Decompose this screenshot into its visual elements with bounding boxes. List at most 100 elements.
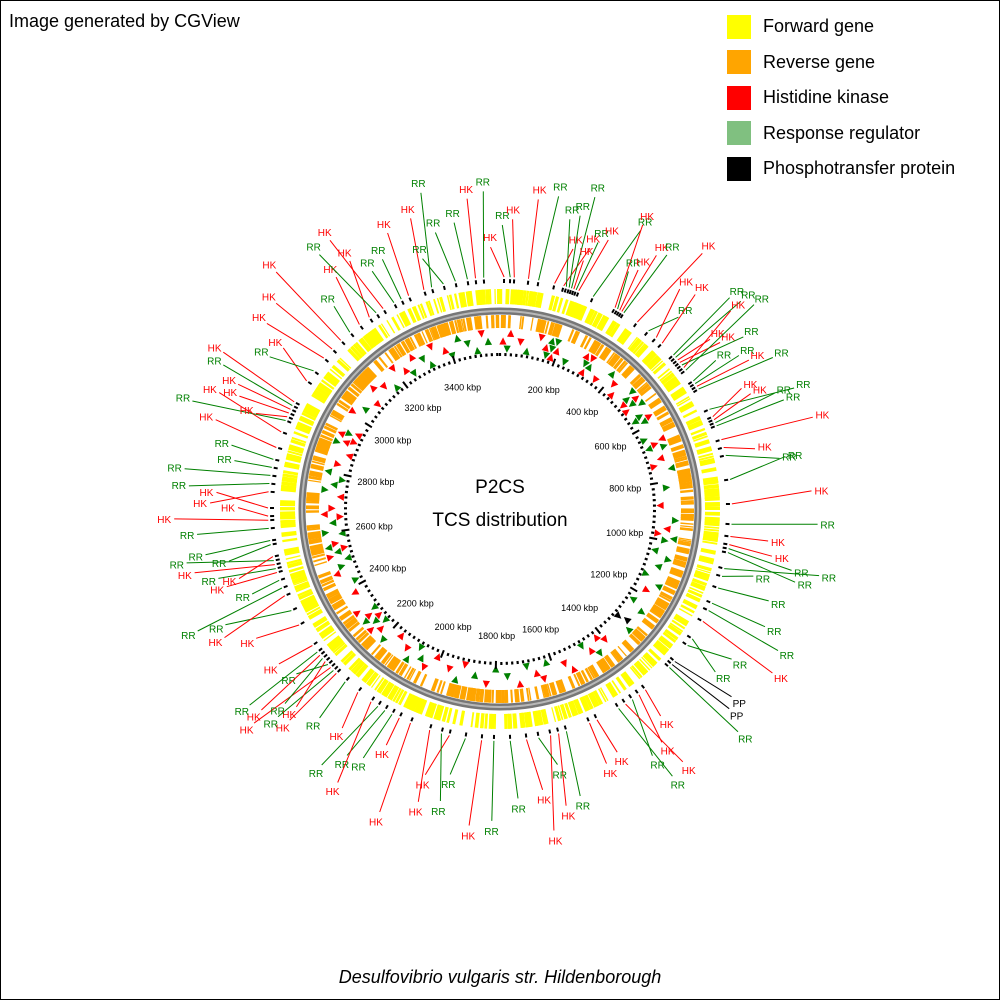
feature-tick bbox=[328, 659, 333, 664]
rr-callout-line bbox=[231, 444, 274, 460]
forward-gene-mark bbox=[342, 652, 357, 666]
rr-mark bbox=[654, 564, 663, 571]
scale-minor-tick bbox=[462, 657, 466, 661]
forward-gene-mark bbox=[666, 380, 680, 391]
forward-gene-mark bbox=[659, 635, 674, 648]
hk-label: HK bbox=[702, 242, 716, 253]
scale-minor-tick bbox=[367, 589, 371, 593]
legend-item-histidine-kinase: Histidine kinase bbox=[727, 80, 955, 116]
forward-gene-mark bbox=[610, 323, 621, 338]
rr-callout-line bbox=[225, 610, 292, 626]
hk-mark bbox=[373, 399, 382, 408]
forward-gene-mark bbox=[408, 308, 417, 323]
hk-callout-line bbox=[638, 694, 663, 743]
scale-minor-tick bbox=[347, 539, 351, 543]
scale-minor-tick bbox=[432, 367, 436, 372]
legend: Forward gene Reverse gene Histidine kina… bbox=[727, 9, 955, 187]
scale-minor-tick bbox=[388, 398, 392, 403]
forward-gene-mark bbox=[527, 290, 533, 307]
rr-label: RR bbox=[553, 183, 567, 194]
feature-tick bbox=[331, 662, 336, 667]
feature-tick bbox=[651, 338, 656, 343]
hk-callout-line bbox=[238, 556, 274, 580]
forward-gene-mark bbox=[698, 557, 714, 565]
hk-callout-line bbox=[731, 490, 812, 505]
forward-gene-mark bbox=[686, 417, 702, 426]
pp-label: PP bbox=[733, 699, 747, 710]
forward-gene-mark bbox=[453, 293, 460, 309]
feature-tick bbox=[324, 358, 330, 363]
pp-mark bbox=[623, 617, 632, 625]
scale-minor-tick bbox=[541, 358, 545, 363]
reverse-gene-mark bbox=[308, 475, 322, 481]
rr-mark bbox=[549, 344, 557, 353]
reverse-gene-mark bbox=[549, 322, 556, 336]
forward-gene-mark bbox=[382, 682, 393, 697]
feature-tick bbox=[710, 425, 716, 429]
center-title: P2CS bbox=[475, 477, 525, 498]
feature-tick bbox=[563, 288, 567, 293]
hk-label: HK bbox=[262, 261, 276, 272]
hk-mark bbox=[379, 381, 388, 390]
forward-gene-mark bbox=[284, 549, 300, 556]
forward-gene-mark bbox=[536, 292, 542, 308]
hk-label: HK bbox=[223, 577, 237, 588]
forward-gene-mark bbox=[571, 302, 580, 318]
forward-gene-mark bbox=[512, 713, 517, 729]
scale-minor-tick bbox=[364, 584, 369, 588]
reverse-gene-mark bbox=[424, 329, 431, 343]
gene-ring bbox=[279, 288, 721, 729]
forward-gene-mark bbox=[351, 345, 363, 358]
hk-mark bbox=[331, 540, 340, 548]
reverse-gene-mark bbox=[459, 685, 465, 700]
forward-gene-mark bbox=[671, 619, 686, 630]
reverse-gene-mark bbox=[674, 555, 688, 562]
hk-label: HK bbox=[377, 220, 391, 231]
reverse-gene-mark bbox=[335, 605, 349, 615]
rr-mark bbox=[522, 662, 530, 671]
scale-minor-tick bbox=[426, 643, 430, 648]
scale-minor-tick bbox=[581, 637, 586, 641]
scale-label: 3400 kbp bbox=[444, 383, 481, 393]
hk-callout-line bbox=[410, 218, 425, 290]
rr-callout-line bbox=[319, 681, 346, 719]
reverse-gene-mark bbox=[669, 571, 683, 578]
rr-label: RR bbox=[431, 807, 445, 818]
hk-label: HK bbox=[200, 488, 214, 499]
rr-label: RR bbox=[777, 385, 791, 396]
reverse-gene-mark bbox=[405, 338, 415, 351]
scale-minor-tick bbox=[387, 614, 391, 619]
scale-minor-tick bbox=[362, 433, 367, 437]
reverse-gene-mark bbox=[309, 470, 323, 476]
forward-gene-mark bbox=[285, 454, 302, 463]
forward-gene-mark bbox=[311, 394, 325, 404]
feature-tick bbox=[464, 732, 468, 737]
rr-mark bbox=[451, 675, 459, 684]
forward-gene-mark bbox=[292, 575, 308, 584]
reverse-gene-mark bbox=[484, 689, 489, 703]
reverse-gene-mark bbox=[632, 376, 644, 388]
forward-gene-mark bbox=[459, 710, 464, 726]
forward-gene-mark bbox=[574, 698, 584, 714]
hk-mark bbox=[560, 659, 567, 668]
rr-label: RR bbox=[180, 531, 194, 542]
hk-callout-line bbox=[619, 269, 639, 311]
forward-gene-mark bbox=[567, 701, 577, 717]
forward-gene-mark bbox=[414, 697, 424, 713]
rr-label: RR bbox=[798, 581, 812, 592]
reverse-gene-mark bbox=[354, 377, 367, 390]
hk-callout-line bbox=[379, 722, 411, 813]
rr-callout-line bbox=[333, 306, 351, 333]
scale-minor-tick bbox=[416, 638, 421, 643]
reverse-gene-mark bbox=[538, 319, 545, 333]
scale-minor-tick bbox=[572, 642, 576, 647]
forward-gene-mark bbox=[391, 316, 401, 331]
scale-minor-tick bbox=[649, 477, 654, 480]
reverse-gene-mark bbox=[650, 607, 663, 618]
scale-minor-tick bbox=[527, 659, 530, 663]
reverse-gene-mark bbox=[567, 329, 575, 342]
feature-tick bbox=[466, 281, 470, 286]
rr-label: RR bbox=[411, 179, 425, 190]
forward-gene-mark bbox=[291, 573, 307, 581]
hk-label: HK bbox=[774, 674, 788, 685]
